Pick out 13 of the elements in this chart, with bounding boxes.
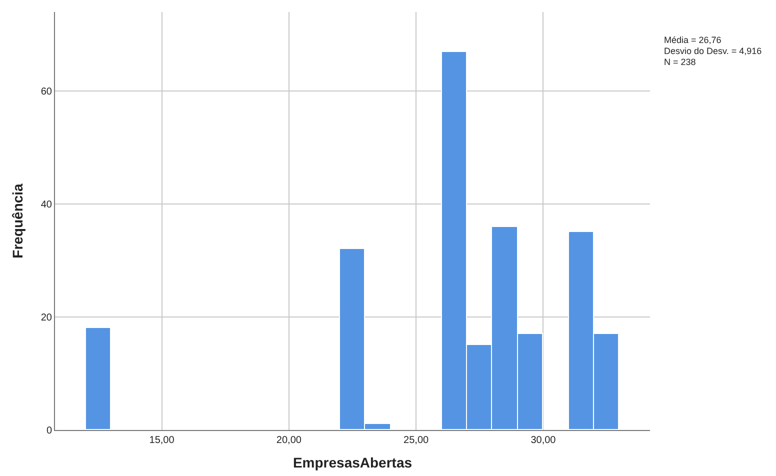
text: Desvio do Desv. = 4,916 (664, 46, 762, 56)
y-tick-label: 0 (46, 426, 52, 436)
y-axis-title: Frequência (9, 183, 26, 258)
x-tick-label: 15,00 (149, 435, 175, 446)
x-tick-label: 25,00 (404, 435, 430, 446)
text: N = 238 (664, 57, 696, 67)
text: Média = 26,76 (664, 35, 722, 45)
x-tick-label: 20,00 (276, 435, 302, 446)
y-tick-label: 60 (40, 86, 52, 98)
x-tick-label: 30,00 (530, 435, 556, 446)
x-axis-title: EmpresasAbertas (292, 454, 412, 470)
y-tick-label: 40 (40, 200, 52, 211)
y-tick-label: 20 (40, 312, 52, 324)
